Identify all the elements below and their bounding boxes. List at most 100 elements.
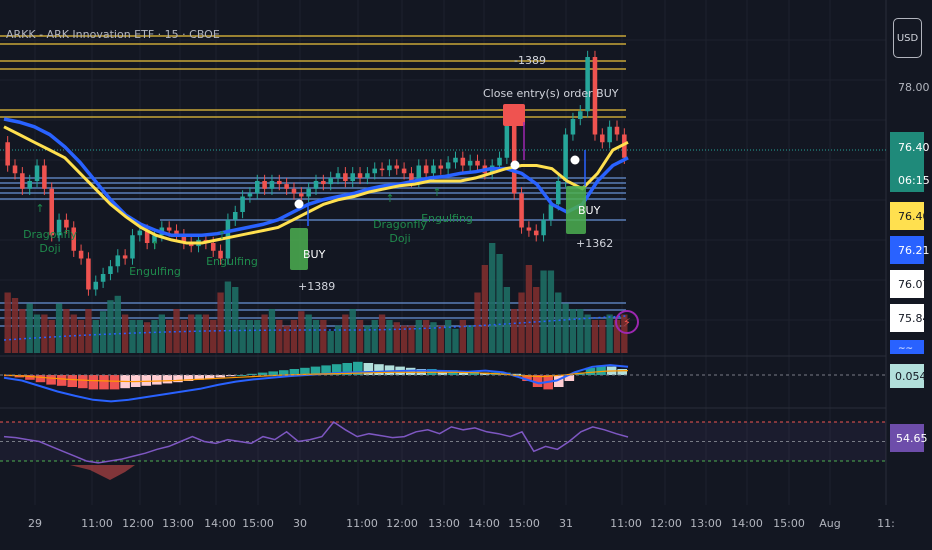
volume-bar [151, 320, 158, 353]
macd-histogram-bar [46, 375, 56, 385]
volume-bar [599, 320, 606, 353]
rsi-value-label: 54.65 [896, 432, 928, 445]
volume-bar [55, 303, 63, 353]
macd-histogram-bar [226, 375, 236, 377]
alert-icon [615, 310, 639, 334]
volume-bar [210, 320, 217, 353]
pattern-arrow: ↑ [217, 229, 226, 242]
volume-bar [459, 320, 466, 353]
macd-value-tag [890, 364, 924, 388]
candle-body [497, 157, 502, 166]
volume-bar [400, 325, 408, 353]
time-tick-label: 15:00 [773, 517, 805, 530]
candle-body [409, 173, 414, 181]
candle-body [445, 162, 451, 169]
candle-body [232, 212, 238, 220]
pattern-label: Engulfing [129, 265, 181, 278]
time-tick-label: 11: [877, 517, 895, 530]
candle-body [100, 274, 106, 282]
macd-histogram-bar [321, 365, 331, 375]
candle-body [166, 227, 172, 231]
candle-body [27, 181, 32, 189]
volume-bar [312, 320, 320, 353]
candle-body [467, 160, 473, 166]
price-tick-label: 78.00 [898, 81, 930, 94]
volume-bar [489, 243, 496, 353]
volume-bar [180, 320, 188, 353]
volume-bar [444, 320, 452, 353]
volume-bar [533, 287, 540, 353]
candle-body [5, 142, 10, 166]
volume-bar [547, 270, 555, 353]
rsi-value-tag [890, 424, 924, 452]
candle-body [218, 250, 223, 259]
macd-histogram-bar [268, 371, 278, 375]
pattern-label: Dragonfly [373, 218, 427, 231]
grid [0, 0, 887, 505]
price-label-tag [890, 236, 924, 264]
candle-body [254, 181, 260, 194]
price-label: 76.40 [898, 210, 930, 223]
candle-body [343, 173, 348, 181]
candle-body [563, 134, 568, 181]
volume-bar [613, 320, 621, 353]
moving-averages [3, 117, 629, 245]
macd-histogram-bar [331, 364, 342, 375]
volume-bar [4, 292, 11, 353]
time-tick-label: 15:00 [242, 517, 274, 530]
candle-body [379, 168, 385, 171]
volume-bar [85, 309, 92, 353]
candle-body [533, 230, 539, 236]
pattern-label: Engulfing [206, 255, 258, 268]
candle-body [49, 188, 54, 236]
macd-histogram-bar [162, 375, 173, 384]
sell-qty-label: -1389 [514, 54, 546, 67]
candle-body [416, 165, 422, 181]
candle-body [431, 165, 436, 174]
macd-histogram-bar [596, 365, 606, 375]
candle-body [541, 219, 546, 236]
candle-body [12, 165, 18, 174]
macd-histogram-bar [511, 373, 522, 375]
volume-bar [268, 309, 276, 353]
candle-body [372, 168, 378, 174]
volume-bar [254, 320, 261, 353]
sell-marker [503, 104, 525, 126]
buy-label: BUY [303, 248, 326, 261]
time-tick-label: 29 [28, 517, 42, 530]
candle-body [423, 165, 429, 174]
currency-button[interactable]: USD [893, 18, 922, 58]
volume-bar [327, 331, 334, 353]
volume-bar [26, 303, 33, 353]
buy-qty-label: +1389 [298, 280, 335, 293]
price-label-tag [890, 270, 924, 298]
volume-bar [422, 320, 430, 353]
macd-histogram-bar [141, 375, 152, 386]
candle-body [144, 230, 150, 243]
cross-marker [570, 155, 580, 165]
volume-bar [342, 314, 349, 353]
trade-annotations: BUY +1389 -1389 Close entry(s) order BUY BUY… [23, 54, 639, 334]
volume-bar [114, 295, 121, 353]
macd-histogram-bar [585, 367, 596, 375]
macd-histogram-bar [532, 375, 543, 387]
candle-body [438, 165, 444, 169]
candle-body [269, 181, 275, 189]
volume-bar [584, 314, 591, 353]
time-tick-label: 14:00 [731, 517, 763, 530]
candle-body [475, 160, 480, 166]
candle-body [188, 243, 194, 247]
rsi-line [3, 420, 629, 464]
macd-histogram-bar [310, 366, 321, 375]
ema-fast-line [3, 125, 629, 245]
macd-histogram-bar [458, 371, 469, 375]
macd-histogram-bar [353, 361, 363, 375]
candle-body [262, 181, 267, 189]
candle-body [20, 173, 25, 189]
buy-label: BUY [578, 204, 601, 217]
candle-body [401, 168, 407, 174]
candle-body [321, 181, 326, 185]
time-tick-label: 11:00 [81, 517, 113, 530]
volume-bar [195, 314, 202, 353]
close-order-label: Close entry(s) order BUY [483, 87, 619, 100]
